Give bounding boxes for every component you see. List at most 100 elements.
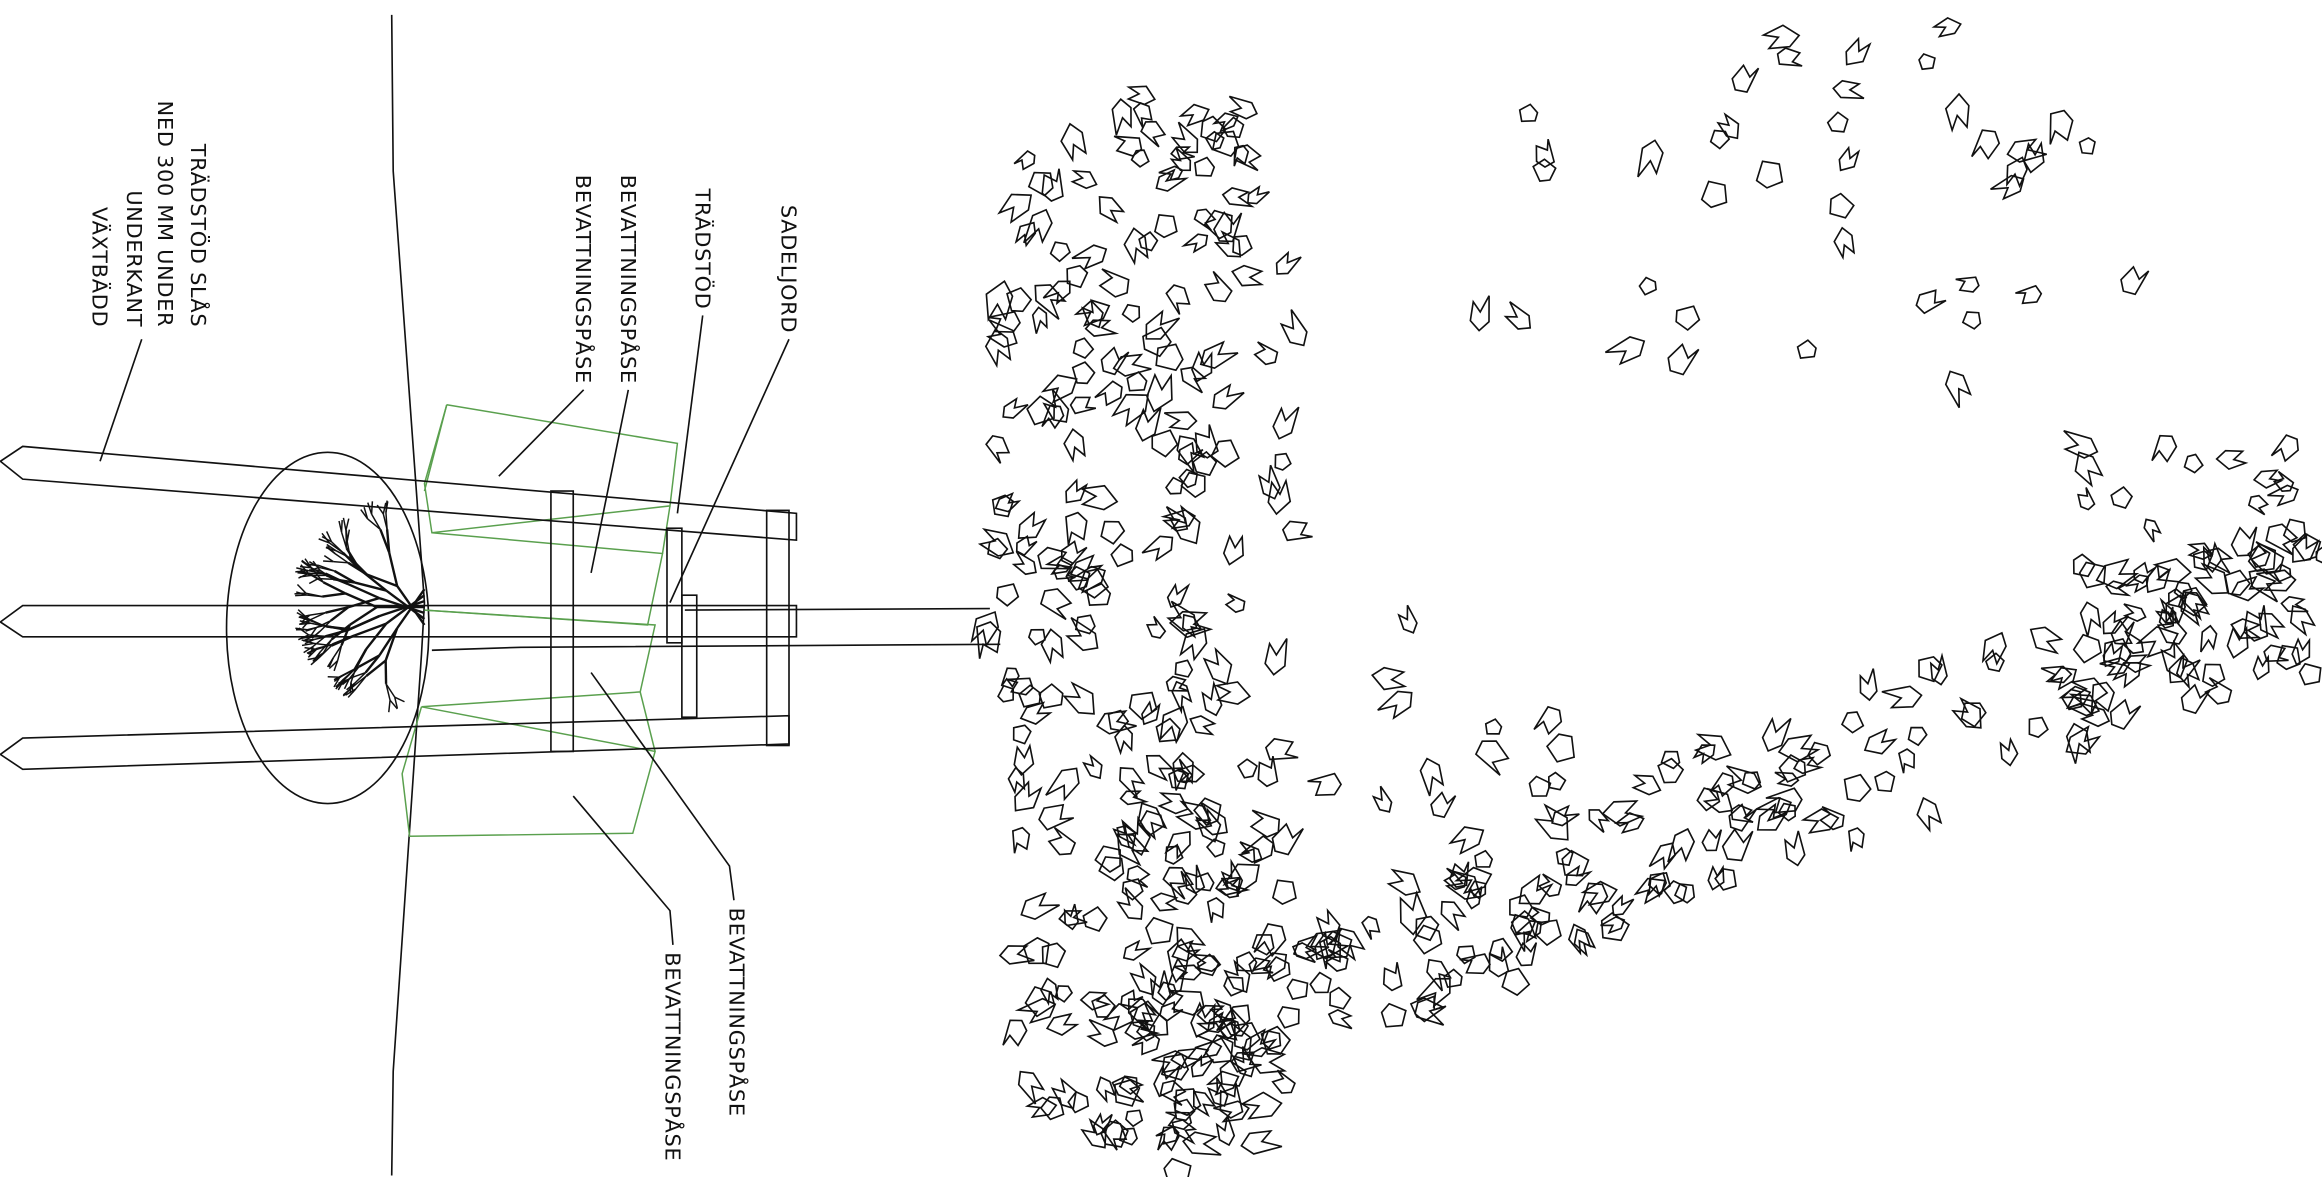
plant-symbol bbox=[1124, 1019, 1161, 1040]
root bbox=[347, 596, 380, 609]
root bbox=[344, 592, 378, 609]
label: TRÄDSTÖD SLÅS bbox=[186, 143, 212, 328]
plant-symbol bbox=[1141, 535, 1174, 562]
root bbox=[347, 561, 368, 576]
plant-symbol bbox=[1286, 978, 1309, 1001]
plant-symbol bbox=[1253, 341, 1279, 366]
plant-symbol bbox=[1840, 711, 1865, 734]
plant-symbol bbox=[1178, 103, 1210, 128]
plant-symbol bbox=[1190, 1054, 1215, 1078]
plant-symbol bbox=[1206, 1077, 1229, 1107]
plant-symbol bbox=[1192, 953, 1222, 973]
plant-symbol bbox=[1633, 877, 1667, 905]
plant-symbol bbox=[2192, 550, 2213, 571]
root bbox=[388, 552, 399, 587]
plant-symbol bbox=[2078, 561, 2107, 589]
plant-symbol bbox=[1170, 758, 1194, 784]
root bbox=[378, 596, 425, 615]
plant-symbol bbox=[1509, 894, 1533, 918]
root bbox=[394, 696, 405, 703]
plant-symbol bbox=[1264, 638, 1288, 676]
root bbox=[354, 672, 367, 684]
plant-symbol bbox=[1050, 1077, 1077, 1110]
plant-symbol bbox=[1224, 593, 1246, 614]
plant-symbol bbox=[2243, 605, 2269, 642]
root bbox=[340, 624, 351, 646]
plant-symbol bbox=[1110, 543, 1134, 568]
plant-symbol bbox=[1843, 773, 1872, 803]
root bbox=[350, 668, 357, 683]
plant-symbol bbox=[2077, 487, 2096, 511]
plant-symbol bbox=[1488, 937, 1514, 963]
plant-symbol bbox=[1832, 79, 1865, 100]
plant-symbol bbox=[1013, 149, 1036, 171]
plant-symbol bbox=[1533, 705, 1563, 736]
root bbox=[296, 583, 307, 594]
plant-symbol bbox=[1194, 156, 1216, 177]
root bbox=[334, 553, 349, 564]
root bbox=[296, 611, 308, 620]
label: BEVATTNINGSPÅSE bbox=[571, 175, 597, 384]
plant-symbol bbox=[1716, 112, 1740, 140]
plant-symbol bbox=[1898, 748, 1916, 774]
plant-symbol bbox=[1249, 809, 1281, 838]
root bbox=[309, 612, 326, 621]
plant-symbol bbox=[1845, 36, 1872, 66]
plant-symbol bbox=[1371, 666, 1408, 691]
plant-symbol bbox=[1098, 195, 1126, 225]
plant-symbol bbox=[2167, 587, 2188, 608]
plant-symbol bbox=[1164, 830, 1191, 860]
plant-symbol bbox=[1380, 1002, 1407, 1028]
plant-symbol bbox=[1095, 1076, 1117, 1104]
plant-symbol bbox=[1222, 534, 1244, 566]
root bbox=[308, 572, 319, 580]
root bbox=[388, 700, 391, 713]
plant-symbol bbox=[1180, 233, 1209, 254]
plant-symbol bbox=[1533, 803, 1569, 841]
root bbox=[298, 619, 311, 626]
root bbox=[345, 518, 350, 531]
plant-symbol bbox=[1267, 478, 1292, 516]
plant-symbol bbox=[1600, 916, 1626, 935]
plant-symbol bbox=[1122, 939, 1153, 961]
plant-symbol bbox=[1510, 909, 1537, 936]
root bbox=[333, 560, 349, 564]
plant-symbol bbox=[1042, 280, 1071, 306]
plant-symbol bbox=[1134, 407, 1162, 442]
plant-symbol bbox=[1944, 370, 1972, 409]
plant-symbol bbox=[1162, 866, 1195, 900]
plant-symbol bbox=[1149, 892, 1180, 912]
root bbox=[376, 504, 384, 515]
label: SADELJORD bbox=[777, 205, 801, 333]
plant-symbol bbox=[1165, 1111, 1193, 1131]
plant-symbol bbox=[1784, 830, 1806, 867]
root bbox=[336, 645, 343, 661]
plant-symbol bbox=[1292, 934, 1330, 960]
plant-symbol bbox=[1065, 616, 1099, 652]
plant-symbol bbox=[1023, 208, 1053, 245]
plant-symbol bbox=[1166, 938, 1191, 975]
plant-symbol bbox=[976, 621, 1002, 659]
plant-symbol bbox=[1034, 284, 1067, 320]
plant-symbol bbox=[1062, 681, 1095, 715]
plant-symbol bbox=[1173, 1098, 1196, 1122]
root bbox=[358, 654, 381, 668]
plant-symbol bbox=[1027, 171, 1054, 197]
plant-symbol bbox=[1955, 276, 1980, 293]
plant-symbol bbox=[1382, 962, 1403, 992]
plant-symbol bbox=[1118, 1075, 1139, 1095]
root bbox=[302, 619, 311, 629]
root bbox=[349, 606, 378, 626]
plant-symbol bbox=[1430, 791, 1457, 819]
plant-symbol bbox=[1588, 809, 1611, 833]
plant-symbol bbox=[2006, 138, 2047, 163]
plant-symbol bbox=[2291, 637, 2311, 666]
root bbox=[315, 652, 324, 662]
root bbox=[339, 668, 355, 678]
root bbox=[347, 688, 357, 698]
plant-symbol bbox=[1223, 976, 1245, 997]
plant-symbol bbox=[2067, 693, 2101, 717]
label: VÄXTBÄDD bbox=[88, 207, 113, 327]
label: BEVATTNINGSPÅSE bbox=[616, 175, 642, 384]
plant-symbol bbox=[2280, 595, 2309, 613]
